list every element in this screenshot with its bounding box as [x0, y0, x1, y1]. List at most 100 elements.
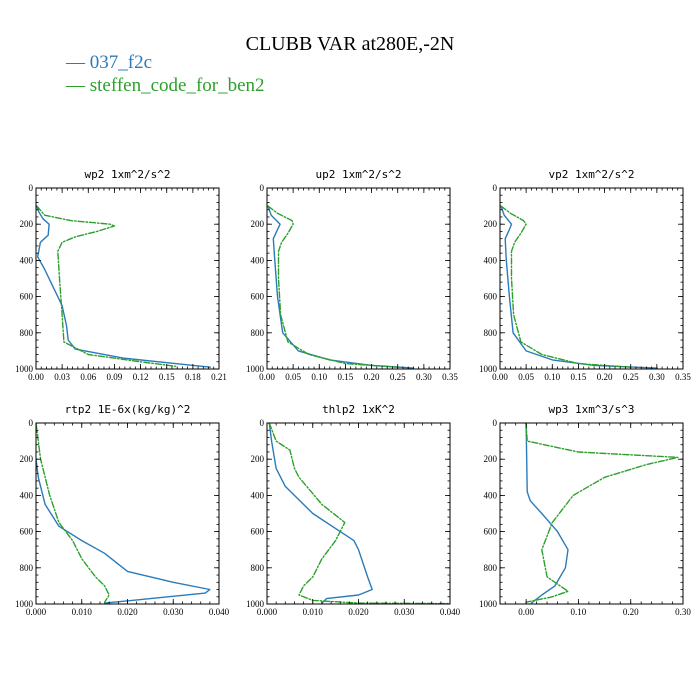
x-tick-label: 0.30 — [675, 607, 691, 617]
panel-6: wp3 1xm^3/s^3 0.00 0.10 0.20 0.30 0 200 400 600 8… — [479, 403, 691, 617]
y-tick-label: 1000 — [479, 599, 498, 609]
plot-frame — [266, 422, 451, 605]
x-tick-label: 0.15 — [338, 372, 354, 382]
x-tick-label: 0.05 — [518, 372, 534, 382]
x-tick-label: 0.30 — [416, 372, 432, 382]
series-line-037-f2c — [36, 205, 212, 368]
x-tick-label: 0.03 — [54, 372, 70, 382]
panel-title: wp2 1xm^2/s^2 — [84, 168, 170, 181]
x-tick-label: 0.00 — [492, 372, 508, 382]
panel-2: up2 1xm^2/s^2 0.00 0.05 0.10 0.15 0.20 0.25 0.3… — [246, 168, 458, 382]
x-tick-label: 0.18 — [185, 372, 201, 382]
panel-grid: wp2 1xm^2/s^2 0.00 0.03 0.06 0.09 0.12 0.15 0.1… — [15, 168, 691, 617]
x-tick-label: 0.12 — [133, 372, 149, 382]
y-tick-label: 800 — [484, 563, 498, 573]
x-tick-label: 0.20 — [597, 372, 613, 382]
y-tick-label: 400 — [251, 255, 265, 265]
y-tick-label: 200 — [251, 219, 265, 229]
plot-frame — [35, 187, 220, 370]
x-tick-label: 0.000 — [26, 607, 47, 617]
y-tick-label: 0 — [29, 183, 34, 193]
x-tick-label: 0.030 — [163, 607, 184, 617]
series-line-steffen-code-for-ben2 — [268, 423, 450, 604]
series-line-steffen-code-for-ben2 — [36, 205, 177, 367]
panel-3: vp2 1xm^2/s^2 0.00 0.05 0.10 0.15 0.20 0.25 0.3… — [479, 168, 691, 382]
x-tick-label: 0.00 — [518, 607, 534, 617]
x-tick-label: 0.15 — [159, 372, 175, 382]
x-tick-label: 0.35 — [442, 372, 458, 382]
x-tick-label: 0.10 — [311, 372, 327, 382]
x-tick-label: 0.25 — [623, 372, 639, 382]
panel-4: rtp2 1E-6x(kg/kg)^2 0.000 0.010 0.020 0.030 0… — [15, 403, 230, 617]
y-tick-label: 200 — [484, 219, 498, 229]
y-tick-label: 800 — [251, 563, 265, 573]
x-tick-label: 0.21 — [211, 372, 227, 382]
y-tick-label: 600 — [251, 292, 265, 302]
panel-title: wp3 1xm^3/s^3 — [548, 403, 634, 416]
y-tick-label: 200 — [20, 219, 34, 229]
series-line-steffen-code-for-ben2 — [267, 205, 399, 368]
y-tick-label: 1000 — [15, 599, 34, 609]
x-tick-label: 0.000 — [257, 607, 278, 617]
series-line-037-f2c — [36, 458, 211, 604]
y-tick-label: 800 — [20, 328, 34, 338]
series-line-037-f2c — [268, 423, 373, 604]
y-tick-label: 600 — [20, 527, 34, 537]
y-tick-label: 1000 — [15, 364, 34, 374]
y-tick-label: 600 — [484, 292, 498, 302]
y-tick-label: 0 — [493, 418, 498, 428]
x-tick-label: 0.20 — [364, 372, 380, 382]
y-tick-label: 200 — [484, 454, 498, 464]
x-tick-label: 0.040 — [440, 607, 461, 617]
x-tick-label: 0.030 — [394, 607, 415, 617]
figure-title: CLUBB VAR at280E,-2N — [246, 33, 455, 55]
y-tick-label: 400 — [20, 490, 34, 500]
y-tick-label: 200 — [251, 454, 265, 464]
y-tick-label: 400 — [251, 490, 265, 500]
x-tick-label: 0.020 — [348, 607, 369, 617]
x-tick-label: 0.10 — [571, 607, 587, 617]
x-tick-label: 0.020 — [117, 607, 138, 617]
plot-frame — [266, 187, 451, 370]
x-tick-label: 0.00 — [28, 372, 44, 382]
y-tick-label: 1000 — [246, 364, 265, 374]
y-tick-label: 400 — [484, 255, 498, 265]
panel-title: rtp2 1E-6x(kg/kg)^2 — [65, 403, 191, 416]
panel-title: vp2 1xm^2/s^2 — [548, 168, 634, 181]
series-line-steffen-code-for-ben2 — [525, 423, 679, 603]
panel-title: thlp2 1xK^2 — [322, 403, 395, 416]
legend-entry-037-f2c: — 037_f2c — [65, 52, 152, 73]
x-tick-label: 0.010 — [303, 607, 324, 617]
y-tick-label: 0 — [29, 418, 34, 428]
x-tick-label: 0.10 — [544, 372, 560, 382]
x-tick-label: 0.15 — [571, 372, 587, 382]
x-tick-label: 0.00 — [259, 372, 275, 382]
x-tick-label: 0.09 — [107, 372, 123, 382]
y-tick-label: 1000 — [479, 364, 498, 374]
x-tick-label: 0.35 — [675, 372, 691, 382]
x-tick-label: 0.010 — [72, 607, 93, 617]
x-tick-label: 0.20 — [623, 607, 639, 617]
series-line-steffen-code-for-ben2 — [500, 205, 632, 368]
legend-entry-steffen-code-for-ben2: — steffen_code_for_ben2 — [65, 75, 265, 96]
y-tick-label: 0 — [260, 418, 265, 428]
plot-frame — [499, 422, 684, 605]
y-tick-label: 400 — [20, 255, 34, 265]
y-tick-label: 600 — [251, 527, 265, 537]
panel-title: up2 1xm^2/s^2 — [315, 168, 401, 181]
y-tick-label: 0 — [493, 183, 498, 193]
y-tick-label: 200 — [20, 454, 34, 464]
x-tick-label: 0.06 — [80, 372, 96, 382]
plot-frame — [35, 422, 220, 605]
y-tick-label: 1000 — [246, 599, 265, 609]
series-line-037-f2c — [525, 423, 569, 604]
panel-1: wp2 1xm^2/s^2 0.00 0.03 0.06 0.09 0.12 0.15 0.1… — [15, 168, 227, 382]
x-tick-label: 0.25 — [390, 372, 406, 382]
x-tick-label: 0.040 — [209, 607, 230, 617]
plot-frame — [499, 187, 684, 370]
series-line-037-f2c — [500, 205, 658, 369]
y-tick-label: 600 — [20, 292, 34, 302]
y-tick-label: 0 — [260, 183, 265, 193]
panel-5: thlp2 1xK^2 0.000 0.010 0.020 0.030 0.040 0 200… — [246, 403, 461, 617]
x-tick-label: 0.05 — [285, 372, 301, 382]
